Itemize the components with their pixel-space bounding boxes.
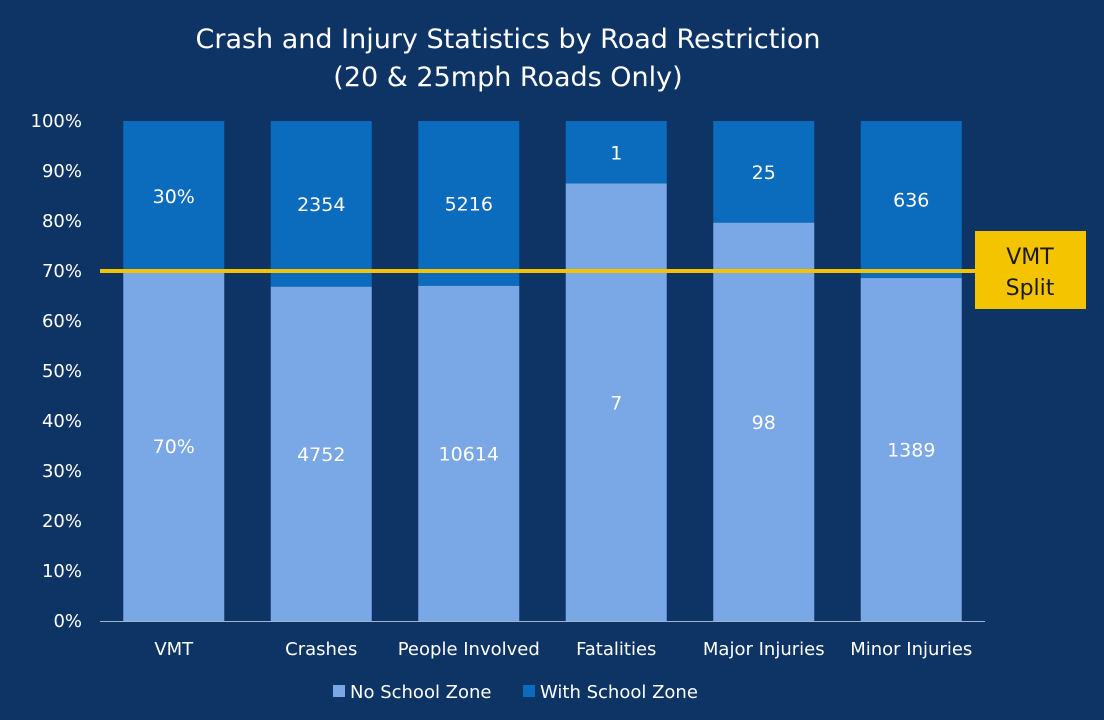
data-labels-layer: 70% 30% 4752 2354 10614 5216 7 1 98 25 1389 636 [153, 142, 936, 466]
x-category-label: People Involved [398, 639, 540, 660]
vmt-split-callout-label: Split [1006, 276, 1055, 301]
y-tick-label: 30% [42, 461, 82, 482]
legend-swatch-with-school-zone [523, 685, 535, 697]
bar-segment-no-school-zone [418, 285, 520, 621]
data-label: 1389 [887, 440, 935, 462]
legend-swatch-no-school-zone [333, 685, 345, 697]
bar-segment-no-school-zone [565, 183, 667, 621]
legend: No School Zone With School Zone [333, 682, 698, 703]
x-category-label: Major Injuries [703, 639, 825, 660]
bar-segment-with-school-zone [418, 121, 520, 286]
bar-segment-no-school-zone [713, 222, 815, 621]
data-label: 98 [752, 412, 776, 434]
data-label: 70% [153, 436, 195, 458]
data-label: 30% [153, 186, 195, 208]
y-tick-label: 100% [31, 111, 82, 132]
legend-label-with-school-zone: With School Zone [540, 682, 698, 703]
bar-segment-with-school-zone [270, 121, 372, 287]
data-label: 25 [752, 162, 776, 184]
y-tick-label: 80% [42, 211, 82, 232]
legend-label-no-school-zone: No School Zone [350, 682, 492, 703]
chart-title: Crash and Injury Statistics by Road Rest… [195, 24, 820, 55]
axis-layer: 0% 10% 20% 30% 40% 50% 60% 70% 80% 90% 100% VMT Cras… [31, 111, 985, 660]
y-tick-label: 40% [42, 411, 82, 432]
vmt-split-callout-label: VMT [1006, 245, 1054, 270]
y-tick-label: 60% [42, 311, 82, 332]
reference-layer: VMT Split [100, 231, 1086, 309]
y-tick-label: 20% [42, 511, 82, 532]
x-category-label: Minor Injuries [850, 639, 972, 660]
bar-segment-no-school-zone [270, 286, 372, 621]
data-label: 1 [610, 142, 622, 164]
data-label: 10614 [439, 443, 499, 465]
y-tick-label: 70% [42, 261, 82, 282]
bars-layer [123, 121, 962, 621]
bar-segment-with-school-zone [123, 121, 225, 271]
bar-segment-no-school-zone [123, 271, 225, 621]
x-category-label: VMT [154, 639, 194, 660]
data-label: 2354 [297, 194, 345, 216]
y-tick-label: 0% [53, 611, 82, 632]
data-label: 5216 [445, 193, 493, 215]
data-label: 7 [610, 392, 622, 414]
x-category-label: Fatalities [576, 639, 656, 660]
bar-segment-with-school-zone [565, 121, 667, 184]
y-tick-label: 50% [42, 361, 82, 382]
y-tick-label: 90% [42, 161, 82, 182]
data-label: 4752 [297, 444, 345, 466]
chart-subtitle: (20 & 25mph Roads Only) [333, 62, 682, 93]
bar-segment-with-school-zone [713, 121, 815, 223]
x-category-label: Crashes [285, 639, 357, 660]
vmt-split-callout-box [975, 231, 1086, 309]
bar-segment-no-school-zone [860, 278, 962, 621]
bar-segment-with-school-zone [860, 121, 962, 279]
y-tick-label: 10% [42, 561, 82, 582]
data-label: 636 [893, 190, 929, 212]
